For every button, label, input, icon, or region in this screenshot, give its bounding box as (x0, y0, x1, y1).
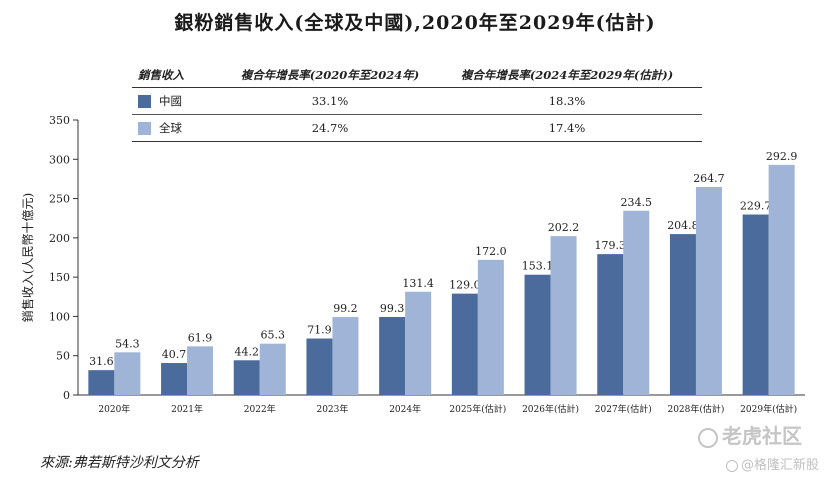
cagr-global-2020-2024: 24.7% (311, 121, 349, 135)
data-label-china: 31.6 (89, 355, 114, 368)
x-tick-label: 2026年(估計) (522, 403, 579, 415)
bar-china (524, 274, 551, 395)
cagr-table: 銷售收入 複合年增長率(2020年至2024年) 複合年增長率(2024年至20… (132, 63, 702, 142)
bar-china (161, 363, 188, 395)
data-label-china: 204.8 (667, 219, 699, 232)
y-axis-label: 銷售收入(人民幣十億元) (20, 193, 35, 322)
cagr-row-china: 中國 33.1% 18.3% (132, 88, 702, 115)
legend-label-china: 中國 (159, 94, 182, 108)
x-tick-label: 2020年 (98, 403, 130, 415)
cagr-global-2024-2029: 17.4% (548, 121, 586, 135)
data-label-china: 153.1 (522, 260, 554, 273)
y-tick-label: 0 (63, 389, 70, 402)
data-label-global: 99.2 (333, 302, 358, 315)
bar-china (451, 293, 478, 395)
legend-swatch-global (138, 121, 151, 135)
y-tick-label: 100 (49, 310, 70, 323)
cagr-table-header: 銷售收入 複合年增長率(2020年至2024年) 複合年增長率(2024年至20… (132, 63, 702, 88)
x-tick-label: 2022年 (244, 403, 276, 415)
tiger-logo-icon (698, 427, 718, 448)
bar-china (233, 360, 260, 395)
data-label-global: 65.3 (261, 329, 286, 342)
data-label-china: 179.3 (595, 239, 627, 252)
x-tick-label: 2023年 (316, 403, 348, 415)
bar-china (306, 338, 333, 395)
y-tick-label: 150 (49, 271, 70, 284)
bar-global (550, 236, 577, 395)
x-tick-label: 2029年(估計) (740, 403, 797, 415)
watermark-handle: @格隆汇新股 (726, 454, 819, 473)
cagr-china-2024-2029: 18.3% (548, 94, 586, 108)
data-label-china: 229.7 (740, 200, 772, 213)
header-cagr-2024-2029: 複合年增長率(2024年至2029年(估計)) (460, 68, 674, 82)
x-tick-label: 2021年 (171, 403, 203, 415)
data-label-global: 292.9 (766, 150, 798, 163)
y-tick-label: 200 (49, 232, 70, 245)
data-label-global: 202.2 (548, 221, 580, 234)
data-label-global: 264.7 (693, 172, 725, 185)
bar-global (695, 187, 722, 395)
legend-label-global: 全球 (159, 121, 182, 135)
bar-global (623, 210, 650, 395)
data-label-global: 131.4 (402, 277, 434, 290)
x-tick-label: 2027年(估計) (595, 403, 652, 415)
bar-china (379, 316, 406, 395)
bar-china (88, 370, 115, 395)
data-label-china: 40.7 (162, 348, 187, 361)
watermark-text: 老虎社区 (722, 424, 802, 448)
bar-global (332, 317, 359, 395)
legend-swatch-china (138, 94, 151, 108)
bar-china (597, 254, 624, 395)
data-label-global: 61.9 (188, 331, 213, 344)
header-cagr-2020-2024: 複合年增長率(2020年至2024年) (240, 68, 420, 82)
bar-global (768, 164, 795, 395)
data-label-china: 44.2 (235, 345, 260, 358)
y-tick-label: 350 (49, 114, 70, 127)
y-tick-label: 50 (56, 350, 70, 363)
chart-title: 銀粉銷售收入(全球及中國),2020年至2029年(估計) (174, 12, 656, 34)
watermark-logo: 老虎社区 (698, 420, 802, 449)
header-revenue: 銷售收入 (138, 68, 184, 82)
weibo-icon (726, 459, 738, 472)
data-label-china: 129.0 (449, 279, 481, 292)
x-tick-label: 2024年 (389, 403, 421, 415)
bar-global (477, 259, 504, 395)
data-label-china: 71.9 (307, 324, 332, 337)
x-tick-label: 2028年(估計) (667, 403, 724, 415)
bar-global (405, 291, 432, 395)
data-label-global: 54.3 (115, 337, 140, 350)
bar-china (742, 214, 769, 395)
data-label-global: 234.5 (621, 196, 653, 209)
x-tick-label: 2025年(估計) (449, 403, 506, 415)
watermark-handle-text: @格隆汇新股 (741, 458, 820, 473)
data-label-global: 172.0 (475, 245, 507, 258)
cagr-china-2020-2024: 33.1% (311, 94, 349, 108)
y-tick-label: 250 (49, 193, 70, 206)
bar-global (187, 346, 214, 395)
bar-global (259, 343, 286, 395)
source-note: 來源:弗若斯特沙利文分析 (40, 455, 199, 471)
y-tick-label: 300 (49, 153, 70, 166)
data-label-china: 99.3 (380, 302, 405, 315)
bar-global (114, 352, 141, 395)
bar-china (669, 234, 696, 395)
cagr-row-global: 全球 24.7% 17.4% (132, 115, 702, 142)
